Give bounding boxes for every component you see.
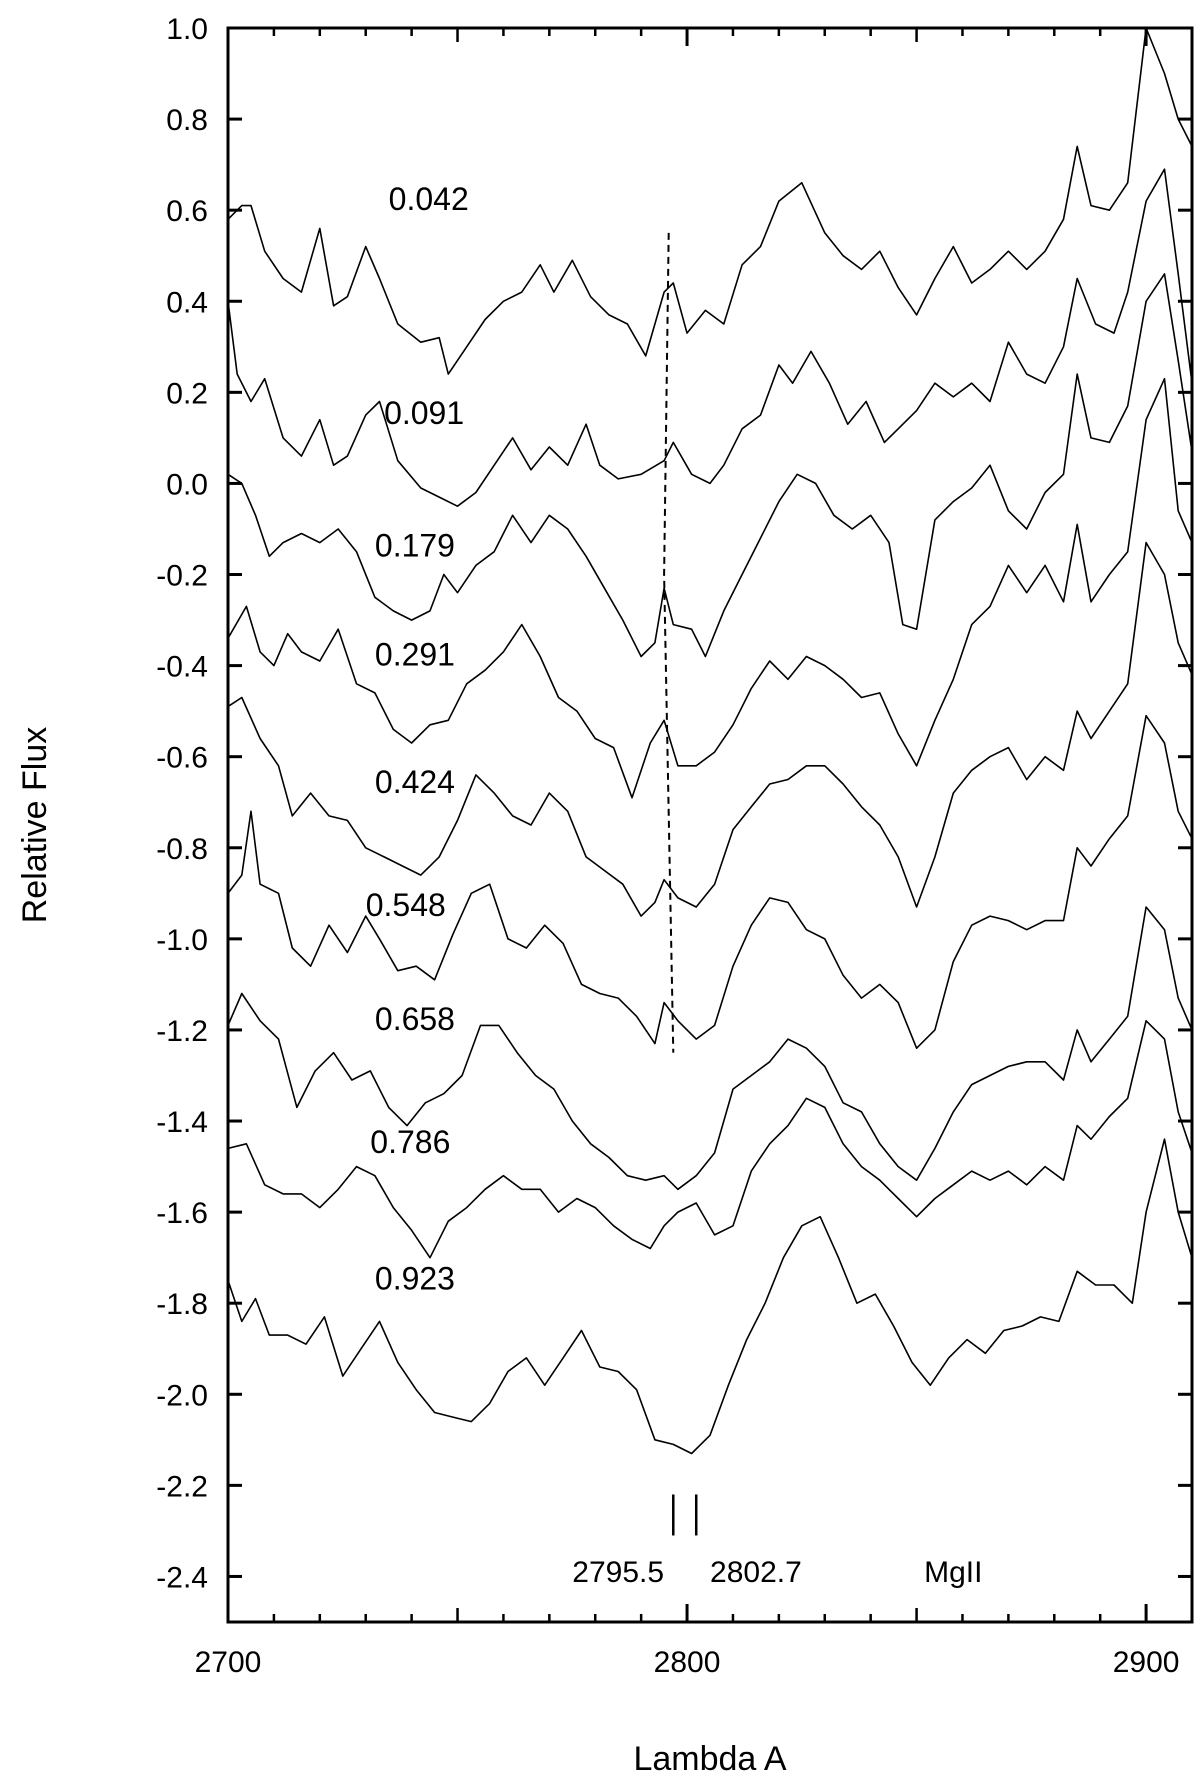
y-tick-label: -1.6 <box>156 1197 208 1230</box>
y-tick-label: -2.0 <box>156 1379 208 1412</box>
spectrum-line <box>227 377 1193 799</box>
y-tick-label: 0.2 <box>166 377 208 410</box>
spectrum-line <box>227 1138 1193 1455</box>
x-tick-label: 2800 <box>654 1646 721 1679</box>
series-label: 0.658 <box>375 1001 455 1037</box>
series-label: 0.042 <box>389 181 469 217</box>
x-tick-label: 2700 <box>195 1646 262 1679</box>
y-tick-label: -0.8 <box>156 833 208 866</box>
y-tick-label: 0.8 <box>166 104 208 137</box>
series-label: 0.548 <box>366 887 446 923</box>
y-tick-label: -1.0 <box>156 924 208 957</box>
series-label: 0.786 <box>370 1124 450 1160</box>
spectrum-line <box>227 541 1193 917</box>
y-tick-label: -1.8 <box>156 1288 208 1321</box>
y-tick-label: 0.6 <box>166 195 208 228</box>
spectrum-line <box>227 906 1193 1191</box>
x-tick-label: 2900 <box>1113 1646 1180 1679</box>
series-label: 0.179 <box>375 527 455 563</box>
y-tick-label: -1.4 <box>156 1106 208 1139</box>
y-tick-label: 0.0 <box>166 468 208 501</box>
y-tick-label: 0.4 <box>166 286 208 319</box>
spectrum-line <box>227 714 1193 1049</box>
plot-frame <box>226 26 1194 1624</box>
series-layer: 0.042 0.091 0.179 0.291 0.424 0.548 0.658 0.786… <box>227 27 1193 1455</box>
annotation-label: 2795.5 <box>572 1556 664 1589</box>
series-label: 0.923 <box>375 1261 455 1297</box>
dashed-guide-line <box>663 232 675 1053</box>
spectrum-line <box>227 27 1193 375</box>
annotation-label: 2802.7 <box>710 1556 802 1589</box>
y-tick-label: -0.6 <box>156 742 208 775</box>
series-label: 0.424 <box>375 764 455 800</box>
y-tick-label: -0.4 <box>156 651 208 684</box>
axes-layer: 1.0 0.8 0.6 0.4 0.2 0.0 -0.2 -0.4 -0.6 -0.8 -1.0 -1… <box>156 13 1194 1679</box>
x-axis-title: Lambda A <box>633 1740 786 1778</box>
y-tick-label: -2.2 <box>156 1470 208 1503</box>
y-tick-label: 1.0 <box>166 13 208 46</box>
series-label: 0.291 <box>375 637 455 673</box>
annotation-label: MgII <box>924 1556 982 1589</box>
y-axis-title: Relative Flux <box>16 727 54 924</box>
spectrum-line <box>227 273 1193 658</box>
y-tick-label: -2.4 <box>156 1561 208 1594</box>
y-tick-label: -1.2 <box>156 1015 208 1048</box>
spectrum-line <box>227 168 1193 507</box>
y-tick-label: -0.2 <box>156 560 208 593</box>
spectrum-line <box>227 1020 1193 1259</box>
annotation-layer: 2795.5 2802.7 MgII <box>572 232 982 1589</box>
series-label: 0.091 <box>384 395 464 431</box>
